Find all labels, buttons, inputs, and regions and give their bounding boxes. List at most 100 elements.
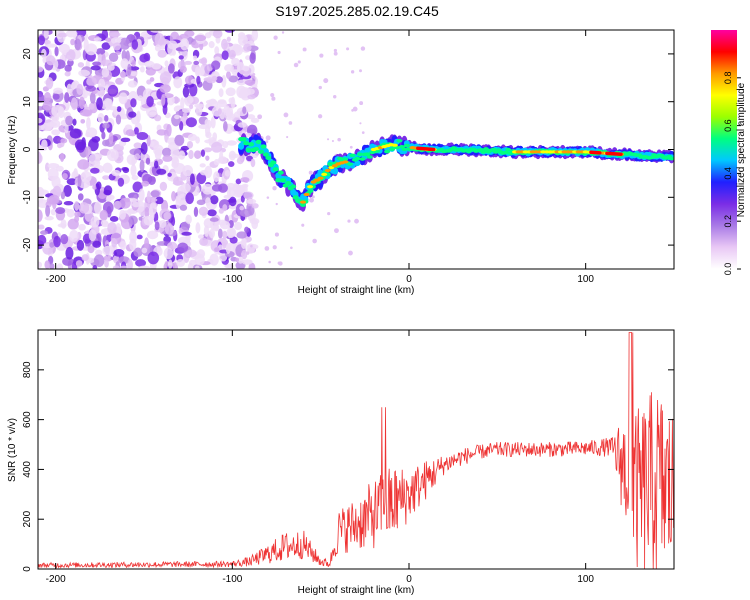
colorbar: 0.0 0.2 0.4 0.6 0.8 Normalized spectral ampl… (711, 30, 747, 275)
spectrogram-cell (272, 245, 277, 250)
spectrogram-cell (229, 196, 237, 207)
snr-ytick-label: 400 (22, 461, 33, 478)
spectrogram-cell (120, 137, 131, 143)
spectrogram-cell (109, 216, 119, 222)
spectrogram-cell (80, 170, 92, 183)
spectrogram-cell (77, 159, 90, 170)
spectrogram-cell (57, 106, 65, 119)
spectrogram-cell (133, 142, 142, 149)
spectrogram-cell (185, 192, 194, 205)
spectrogram-cell (128, 215, 138, 225)
spectrogram-cell (158, 38, 170, 45)
spectrogram-cell (154, 44, 162, 52)
spectrogram-cell (167, 259, 173, 269)
spectrogram-cell (243, 43, 252, 52)
spectrogram-ridge-cell (300, 202, 306, 207)
spectrogram-ridge-cell (243, 141, 250, 146)
spectrogram-cell (42, 101, 53, 111)
spectrogram-cell (146, 190, 151, 204)
spectrogram-cell (227, 161, 235, 167)
spectrogram-cell (195, 222, 201, 234)
spectrogram-cell (360, 46, 366, 51)
spectrogram-cell (64, 64, 72, 72)
spectrogram-ridge-cell (272, 167, 279, 172)
spectrogram-cell (350, 70, 355, 74)
spectrogram-core-cell (307, 185, 314, 189)
spectrogram-cell (156, 168, 167, 175)
spectrogram-cell (250, 244, 253, 248)
spectrogram-cell (92, 61, 102, 66)
spectrogram-cell (252, 72, 256, 76)
spectrogram-cell (182, 164, 194, 177)
spectrogram-cell (146, 134, 151, 147)
spectrogram-cell (103, 115, 109, 122)
spectrogram-cell (102, 175, 110, 180)
spectrogram-cell (76, 239, 85, 251)
spectrogram-cell (46, 122, 58, 127)
spectrogram-cell (57, 142, 63, 149)
colorbar-ticks: 0.0 0.2 0.4 0.6 0.8 (723, 72, 741, 275)
spectrogram-cell (105, 196, 112, 203)
spectrogram-peak (589, 150, 602, 155)
spectrogram-cell (185, 117, 197, 128)
spectrogram-cell (56, 263, 64, 269)
spectrogram-cell (43, 92, 52, 102)
snr-xtick-label: 0 (406, 574, 412, 585)
spectrogram-cell (54, 46, 59, 57)
spectrogram-cell (265, 140, 269, 144)
spectrogram-cell (89, 92, 96, 104)
spectrogram-ridge-cell (346, 162, 353, 166)
spectrogram-cell (229, 153, 241, 159)
spectrogram-cell (44, 260, 51, 269)
spectrogram-cell (133, 247, 143, 257)
spectrogram-cell (148, 111, 158, 116)
spectrogram-cell (144, 237, 150, 251)
spectrogram-ytick-label: 0 (22, 146, 33, 152)
spectrogram-cell (129, 230, 138, 244)
spectrogram-cell (192, 55, 198, 61)
spectrogram-xtick-label: -100 (222, 274, 242, 285)
spectrogram-core-cell (321, 172, 328, 176)
spectrogram-cell (51, 129, 61, 136)
snr-x-label: Height of straight line (km) (298, 585, 415, 596)
spectrogram-cell (194, 34, 207, 42)
spectrogram-ridge-cell (307, 188, 314, 194)
spectrogram-cell (222, 230, 228, 240)
spectrogram-cell (38, 209, 43, 223)
spectrogram-cell (225, 243, 231, 254)
spectrogram-cell (179, 38, 190, 51)
spectrogram-ridge-cell (277, 170, 284, 175)
spectrogram-cell (93, 201, 102, 215)
spectrogram-ridge-cell (366, 155, 373, 159)
spectrogram-cell (171, 191, 176, 202)
spectrogram-cell (266, 196, 270, 199)
spectrogram-cell (283, 112, 289, 118)
spectrogram-cell (59, 152, 65, 162)
spectrogram-cell (187, 133, 198, 142)
spectrogram-cell (105, 98, 113, 109)
spectrogram-cell (66, 208, 75, 218)
spectrogram-cell (129, 71, 138, 77)
spectrogram-cell (154, 148, 162, 160)
spectrogram-cell (213, 171, 220, 183)
spectrogram-cell (290, 246, 293, 250)
spectrogram-cell (127, 259, 133, 269)
spectrogram-cell (45, 43, 57, 48)
spectrogram-cell (130, 164, 137, 177)
spectrogram-cell (116, 106, 122, 113)
spectrogram-cell (136, 110, 141, 123)
spectrogram-core-cell (324, 168, 331, 173)
spectrogram-cell (204, 165, 213, 179)
spectrogram-core-cell (303, 192, 310, 197)
spectrogram-cell (179, 204, 188, 211)
spectrogram-cell (131, 39, 139, 50)
spectrogram-cell (174, 134, 185, 146)
spectrogram-cell (240, 252, 245, 257)
spectrogram-cell (139, 66, 145, 73)
spectrogram-cell (150, 30, 163, 33)
spectrogram-cell (64, 71, 71, 77)
spectrogram-cell (177, 242, 189, 253)
spectrogram-cell (217, 108, 222, 115)
spectrogram-cell (47, 167, 59, 181)
